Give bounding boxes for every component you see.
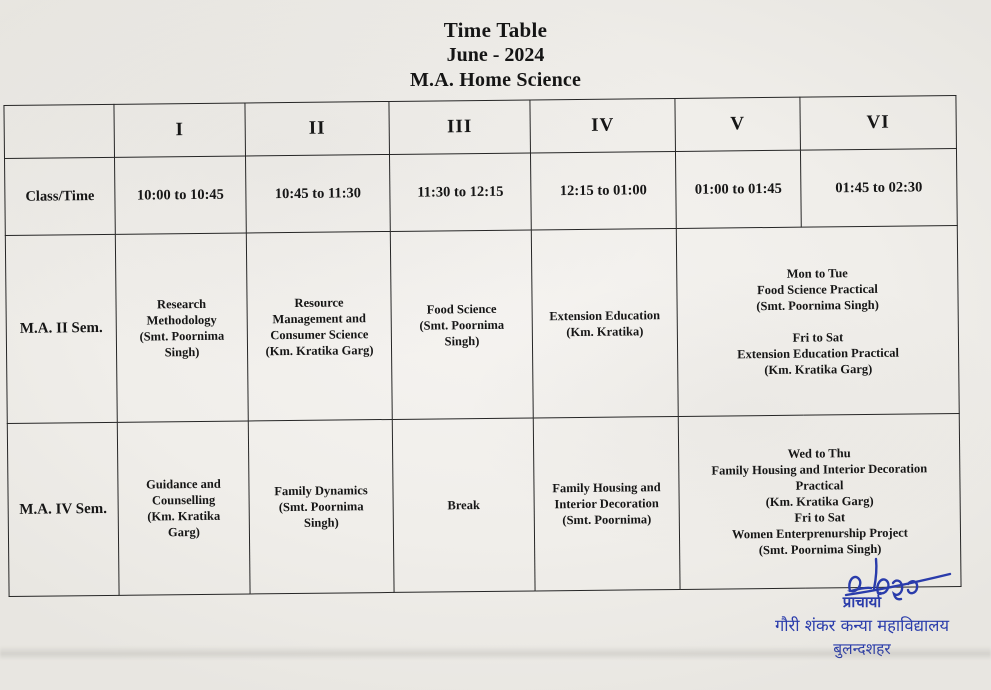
period-header-1: I <box>113 102 246 158</box>
period-header-2: II <box>244 101 390 156</box>
page-title: Time Table June - 2024 M.A. Home Science <box>0 18 991 93</box>
title-month: June - 2024 <box>446 44 545 66</box>
institution-stamp: प्राचार्या गौरी शंकर कन्या महाविद्यालय ब… <box>742 592 982 660</box>
period-header-3: III <box>388 99 531 155</box>
sem2-period2-cell: Resource Management and Consumer Science… <box>246 231 393 421</box>
sem4-period4-cell: Family Housing and Interior Decoration (… <box>533 416 681 591</box>
title-course: M.A. Home Science <box>409 69 582 91</box>
time-slot-3: 11:30 to 12:15 <box>389 152 532 232</box>
title-document-type: Time Table <box>443 18 548 42</box>
sem2-practical-cell: Mon to Tue Food Science Practical (Smt. … <box>676 225 960 417</box>
sem4-row-label: M.A. IV Sem. <box>7 422 120 597</box>
time-row: Class/Time 10:00 to 10:45 10:45 to 11:30… <box>4 148 958 236</box>
sem2-row: M.A. II Sem. Research Methodology (Smt. … <box>5 225 960 424</box>
sem4-period2-cell: Family Dynamics (Smt. Poornima Singh) <box>248 419 395 594</box>
sem2-period1-cell: Research Methodology (Smt. Poornima Sing… <box>115 232 249 423</box>
sem2-period4-cell: Extension Education (Km. Kratika) <box>531 228 679 418</box>
time-slot-6: 01:45 to 02:30 <box>800 148 958 228</box>
sem4-period3-cell: Break <box>392 417 536 593</box>
period-header-5: V <box>674 97 801 152</box>
time-slot-4: 12:15 to 01:00 <box>530 151 677 230</box>
sem2-row-label: M.A. II Sem. <box>5 234 118 424</box>
time-slot-1: 10:00 to 10:45 <box>114 155 247 235</box>
time-slot-2: 10:45 to 11:30 <box>245 154 391 233</box>
stamp-institution: गौरी शंकर कन्या महाविद्यालय <box>774 616 950 635</box>
sem4-row: M.A. IV Sem. Guidance and Counselling (K… <box>7 413 962 597</box>
table-skew-wrapper: I II III IV V VI Class/Time 10:00 to 10:… <box>3 95 962 597</box>
time-row-label: Class/Time <box>4 157 116 236</box>
sem4-period1-cell: Guidance and Counselling (Km. Kratika Ga… <box>117 420 251 596</box>
stamp-city: बुलन्दशहर <box>742 638 982 660</box>
corner-cell <box>3 104 115 159</box>
stamp-designation: प्राचार्या <box>842 593 882 611</box>
principal-signature-icon <box>838 553 963 611</box>
paper-shadow <box>0 646 991 660</box>
sem2-period3-cell: Food Science (Smt. Poornima Singh) <box>390 229 534 420</box>
timetable: I II III IV V VI Class/Time 10:00 to 10:… <box>3 95 962 597</box>
time-slot-5: 01:00 to 01:45 <box>675 150 802 229</box>
period-header-4: IV <box>529 98 676 153</box>
period-header-6: VI <box>799 95 957 151</box>
